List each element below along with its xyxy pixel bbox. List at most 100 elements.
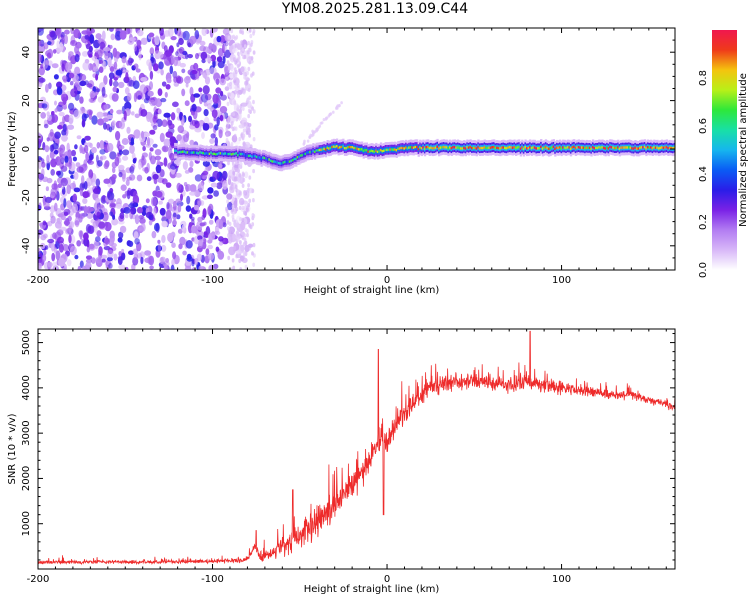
y-tick-label: 40 bbox=[21, 46, 32, 59]
noise-cell bbox=[236, 42, 240, 48]
noise-cell bbox=[338, 103, 341, 108]
noise-cell bbox=[38, 77, 46, 83]
noise-cell bbox=[82, 198, 88, 204]
signal-cell bbox=[186, 151, 189, 154]
noise-cell bbox=[157, 88, 163, 96]
noise-cell bbox=[146, 59, 152, 67]
signal-cell bbox=[507, 146, 510, 149]
signal-cell bbox=[645, 147, 648, 150]
noise-cell bbox=[194, 189, 201, 198]
noise-cell bbox=[177, 228, 183, 234]
noise-cell bbox=[193, 93, 201, 98]
noise-cell bbox=[161, 215, 166, 220]
noise-cell bbox=[194, 30, 200, 40]
noise-cell bbox=[152, 173, 159, 180]
noise-cell bbox=[163, 263, 168, 270]
noise-cell bbox=[140, 256, 144, 265]
signal-cell bbox=[409, 146, 412, 149]
noise-cell bbox=[242, 133, 246, 138]
noise-cell bbox=[140, 130, 145, 139]
signal-cell bbox=[386, 148, 389, 152]
noise-cell bbox=[249, 33, 253, 39]
signal-cell bbox=[486, 146, 489, 150]
noise-cell bbox=[247, 143, 251, 148]
noise-cell bbox=[207, 205, 212, 215]
noise-cell bbox=[81, 51, 89, 57]
signal-cell bbox=[323, 147, 326, 151]
noise-cell bbox=[198, 87, 203, 93]
noise-cell bbox=[87, 160, 95, 165]
colorbar-tick-label: 0.6 bbox=[698, 118, 709, 134]
noise-cell bbox=[252, 99, 255, 105]
noise-cell bbox=[246, 187, 250, 193]
noise-cell bbox=[54, 202, 58, 212]
noise-cell bbox=[51, 63, 59, 69]
noise-cell bbox=[131, 152, 136, 160]
noise-cell bbox=[233, 67, 237, 72]
signal-cell bbox=[331, 145, 334, 149]
signal-cell bbox=[232, 152, 235, 156]
noise-cell bbox=[63, 34, 68, 45]
noise-cell bbox=[38, 28, 44, 36]
signal-cell bbox=[296, 156, 299, 159]
noise-cell bbox=[219, 106, 228, 114]
signal-cell bbox=[530, 146, 533, 150]
signal-cell bbox=[438, 147, 441, 150]
noise-cell bbox=[56, 217, 63, 225]
noise-cell bbox=[252, 31, 255, 36]
noise-cell bbox=[56, 81, 63, 89]
noise-cell bbox=[133, 231, 139, 240]
noise-cell bbox=[78, 81, 86, 87]
noise-cell bbox=[182, 30, 190, 41]
noise-cell bbox=[230, 142, 234, 147]
noise-cell bbox=[82, 191, 90, 199]
noise-cell bbox=[42, 220, 47, 226]
noise-cell bbox=[122, 194, 127, 199]
noise-cell bbox=[229, 85, 233, 90]
noise-cell bbox=[244, 211, 248, 216]
noise-cell bbox=[194, 126, 202, 133]
noise-cell bbox=[149, 129, 156, 135]
signal-cell bbox=[571, 146, 574, 149]
signal-cell bbox=[456, 146, 460, 149]
signal-cell bbox=[537, 147, 540, 150]
signal-cell bbox=[262, 156, 265, 159]
noise-cell bbox=[335, 106, 338, 110]
noise-cell bbox=[96, 142, 101, 149]
noise-cell bbox=[177, 204, 182, 213]
noise-cell bbox=[124, 101, 132, 111]
signal-cell bbox=[662, 146, 665, 150]
signal-cell bbox=[295, 157, 298, 161]
noise-cell bbox=[144, 250, 152, 256]
noise-cell bbox=[242, 71, 246, 76]
signal-cell bbox=[353, 146, 356, 150]
noise-cell bbox=[189, 191, 197, 196]
noise-cell bbox=[234, 184, 238, 189]
noise-cell bbox=[51, 252, 56, 262]
signal-cell bbox=[513, 146, 516, 149]
noise-cell bbox=[158, 200, 163, 205]
noise-cell bbox=[128, 80, 135, 87]
noise-cell bbox=[227, 75, 230, 81]
noise-cell bbox=[118, 164, 125, 171]
noise-cell bbox=[210, 182, 218, 188]
noise-cell bbox=[112, 167, 116, 174]
noise-cell bbox=[79, 187, 84, 197]
noise-cell bbox=[218, 236, 224, 242]
signal-cell bbox=[667, 147, 670, 150]
noise-cell bbox=[65, 61, 71, 72]
signal-cell bbox=[307, 151, 310, 154]
noise-cell bbox=[52, 49, 57, 54]
noise-cell bbox=[95, 88, 100, 93]
signal-cell bbox=[417, 147, 420, 151]
noise-cell bbox=[79, 73, 87, 82]
noise-cell bbox=[236, 237, 240, 242]
noise-cell bbox=[152, 207, 157, 216]
colorbar-tick-label: 0.8 bbox=[698, 70, 709, 86]
noise-cell bbox=[163, 45, 168, 53]
noise-cell bbox=[199, 222, 206, 227]
noise-cell bbox=[108, 263, 113, 269]
signal-cell bbox=[609, 145, 612, 149]
noise-cell bbox=[115, 130, 121, 141]
noise-cell bbox=[65, 228, 72, 235]
